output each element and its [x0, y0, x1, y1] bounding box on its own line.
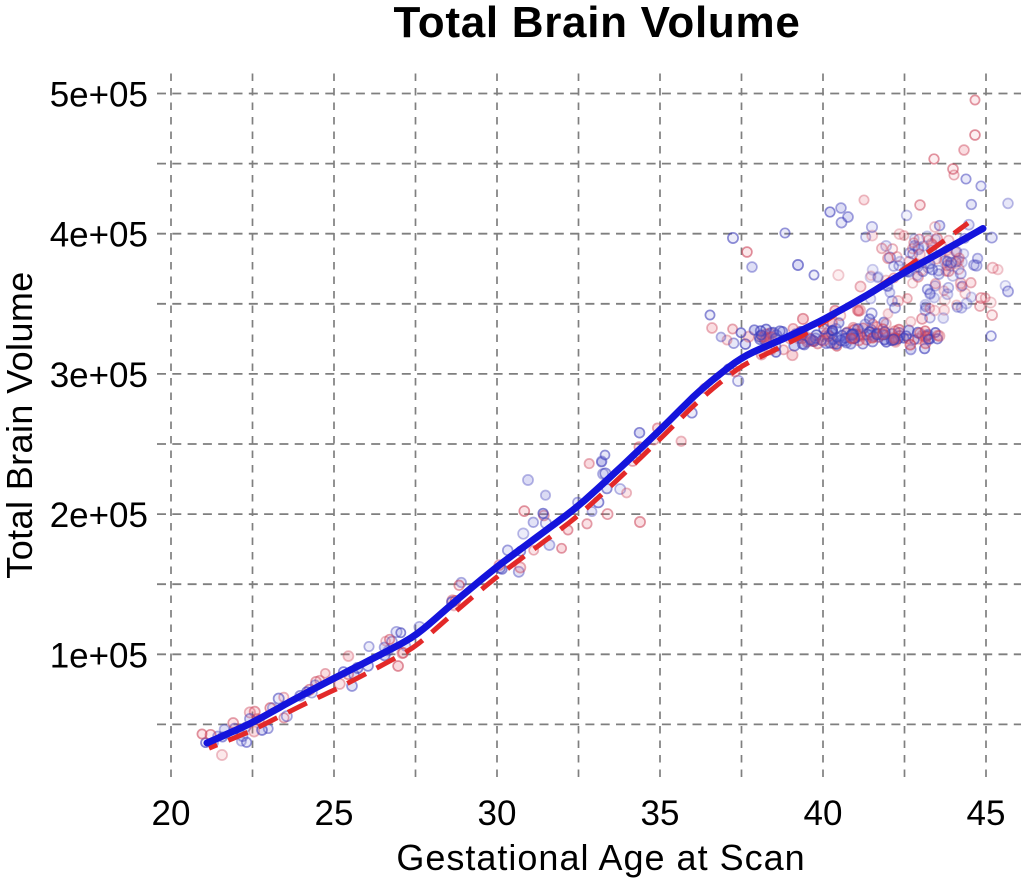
- svg-text:Gestational Age at Scan: Gestational Age at Scan: [396, 837, 805, 878]
- svg-text:3e+05: 3e+05: [50, 356, 148, 395]
- svg-text:Total Brain Volume: Total Brain Volume: [0, 271, 40, 578]
- svg-text:20: 20: [152, 794, 191, 833]
- svg-text:30: 30: [478, 794, 517, 833]
- svg-text:40: 40: [804, 794, 843, 833]
- svg-text:Total Brain Volume: Total Brain Volume: [393, 0, 800, 47]
- svg-text:35: 35: [641, 794, 680, 833]
- svg-text:4e+05: 4e+05: [50, 216, 148, 255]
- svg-text:25: 25: [315, 794, 354, 833]
- svg-text:2e+05: 2e+05: [50, 496, 148, 535]
- svg-text:5e+05: 5e+05: [50, 76, 148, 115]
- svg-text:1e+05: 1e+05: [50, 636, 148, 675]
- svg-text:45: 45: [967, 794, 1006, 833]
